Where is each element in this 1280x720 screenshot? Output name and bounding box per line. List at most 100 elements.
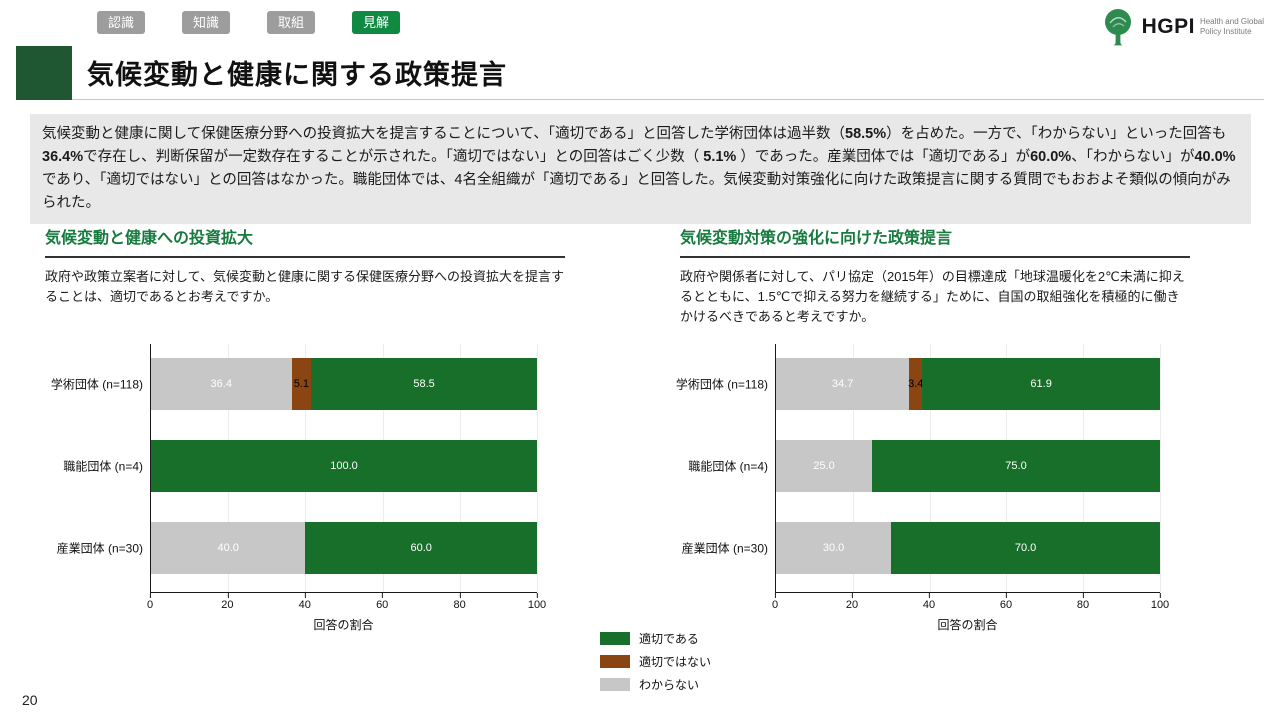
bar-segment-適切ではない: 5.1	[291, 358, 312, 410]
category-label: 職能団体 (n=4)	[63, 459, 143, 474]
bar-segment-適切である: 60.0	[305, 522, 537, 574]
page-number: 20	[22, 692, 38, 708]
bar-segment-わからない: 40.0	[151, 522, 306, 574]
summary-text: 、「わからない」が	[1071, 148, 1195, 165]
policy-bar-chart: 学術団体 (n=118) 34.7 3.4 61.9 職能団体 (n=4) 25.0 75.…	[676, 344, 1190, 633]
bar-segment-適切である: 61.9	[922, 358, 1160, 410]
x-tick-label: 80	[1076, 593, 1090, 611]
summary-box: 気候変動と健康に関して保健医療分野への投資拡大を提言することについて、「適切であ…	[30, 114, 1251, 224]
chart-row: 学術団体 (n=118) 36.4 5.1 58.5	[51, 358, 537, 410]
bar-segment-適切である: 70.0	[891, 522, 1160, 574]
summary-text: 40.0%	[1194, 148, 1236, 165]
bar-value-label: 61.9	[1030, 378, 1052, 390]
bar-value-label: 34.7	[831, 378, 854, 390]
category-label: 職能団体 (n=4)	[688, 459, 768, 474]
summary-text: 36.4%	[42, 148, 84, 165]
tab-bar: 認識 知識 取組 見解	[97, 11, 400, 34]
summary-text: ）であった。産業団体では「適切である」が	[736, 148, 1031, 165]
chart-title: 気候変動対策の強化に向けた政策提言	[680, 224, 1190, 258]
x-tick-label: 60	[999, 593, 1013, 611]
x-axis-ticks: 0 20 40 60 80 100	[146, 593, 546, 613]
plot-area: 学術団体 (n=118) 36.4 5.1 58.5 職能団体 (n=4) 100.0 産業…	[51, 344, 538, 593]
x-tick-label: 80	[453, 593, 466, 611]
bar-segment-わからない: 36.4	[151, 358, 292, 410]
chart-description: 政府や関係者に対して、パリ協定（2015年）の目標達成「地球温暖化を2℃未満に抑…	[680, 269, 1185, 325]
bar-value-label: 30.0	[822, 542, 845, 554]
bar-value-label: 5.1	[293, 378, 309, 390]
x-axis-ticks: 0 20 40 60 80 100	[771, 593, 1169, 613]
chart-row: 学術団体 (n=118) 34.7 3.4 61.9	[676, 358, 1160, 410]
x-axis-label: 回答の割合	[313, 618, 374, 632]
x-tick-label: 60	[376, 593, 389, 611]
tab-views[interactable]: 見解	[352, 11, 400, 34]
legend-label: 適切ではない	[639, 655, 712, 669]
x-tick-label: 40	[922, 593, 936, 611]
chart-row: 職能団体 (n=4) 25.0 75.0	[688, 440, 1160, 492]
bar-segment-適切である: 58.5	[311, 358, 537, 410]
x-tick-label: 100	[527, 593, 547, 611]
title-bar: 気候変動と健康に関する政策提言	[16, 45, 1264, 100]
summary-text: 58.5%	[845, 126, 887, 142]
bar-segment-適切である: 75.0	[872, 440, 1160, 492]
chart-title: 気候変動と健康への投資拡大	[45, 224, 565, 258]
x-tick-label: 40	[298, 593, 311, 611]
chart-row: 職能団体 (n=4) 100.0	[63, 440, 537, 492]
chart-row: 産業団体 (n=30) 30.0 70.0	[682, 522, 1160, 574]
gridline	[1160, 344, 1161, 592]
bar-value-label: 58.5	[413, 378, 435, 390]
x-tick-label: 100	[1150, 593, 1170, 611]
legend-item: 適切である	[600, 630, 711, 647]
x-tick-label: 20	[845, 593, 859, 611]
legend-item: わからない	[600, 676, 711, 693]
logo-subtitle: Health and Global Policy Institute	[1199, 17, 1264, 36]
category-label: 産業団体 (n=30)	[681, 541, 768, 556]
investment-chart-panel: 気候変動と健康への投資拡大 政府や政策立案者に対して、気候変動と健康に関する保健…	[45, 224, 565, 633]
category-label: 学術団体 (n=118)	[675, 377, 768, 392]
legend-item: 適切ではない	[600, 653, 711, 670]
bar-segment-適切ではない: 3.4	[908, 358, 924, 410]
title-accent-block	[16, 45, 72, 100]
bar-segment-わからない: 34.7	[776, 358, 910, 410]
chart-legend: 適切である適切ではない わからない	[600, 630, 711, 693]
summary-text: 5.1%	[703, 148, 737, 165]
bar-segment-わからない: 30.0	[776, 522, 892, 574]
chart-description: 政府や政策立案者に対して、気候変動と健康に関する保健医療分野への投資拡大を提言す…	[45, 269, 564, 305]
x-tick-label: 0	[146, 593, 154, 611]
legend-swatch	[600, 678, 630, 691]
x-tick-label: 20	[221, 593, 234, 611]
summary-text: 60.0%	[1030, 148, 1072, 165]
tab-knowledge[interactable]: 知識	[182, 11, 230, 34]
legend-label: 適切である	[639, 632, 699, 646]
plot-area: 学術団体 (n=118) 34.7 3.4 61.9 職能団体 (n=4) 25.0 75.…	[676, 344, 1161, 593]
summary-text: 気候変動と健康に関して保健医療分野への投資拡大を提言することについて、「適切であ…	[42, 126, 846, 142]
legend-label: わからない	[639, 678, 700, 692]
legend-swatch	[600, 632, 630, 645]
x-axis-label: 回答の割合	[937, 618, 998, 632]
bar-value-label: 60.0	[410, 542, 432, 554]
legend-swatch	[600, 655, 630, 668]
investment-bar-chart: 学術団体 (n=118) 36.4 5.1 58.5 職能団体 (n=4) 100.0 産業…	[45, 344, 565, 633]
x-tick-label: 0	[771, 593, 779, 611]
bar-value-label: 70.0	[1014, 542, 1037, 554]
bar-value-label: 36.4	[210, 378, 232, 390]
logo: HGPI Health and Global Policy Institute	[1101, 8, 1264, 46]
bar-value-label: 100.0	[330, 460, 358, 472]
category-label: 学術団体 (n=118)	[50, 377, 143, 392]
tab-recognition[interactable]: 認識	[97, 11, 145, 34]
bar-value-label: 3.4	[908, 378, 924, 390]
bar-segment-適切である: 100.0	[151, 440, 537, 492]
summary-text: であり、「適切ではない」との回答はなかった。職能団体では、4名全組織が「適切であ…	[42, 171, 1231, 211]
policy-chart-panel: 気候変動対策の強化に向けた政策提言 政府や関係者に対して、パリ協定（2015年）…	[676, 224, 1190, 633]
gridline	[537, 344, 538, 592]
category-label: 産業団体 (n=30)	[56, 541, 143, 556]
page-title: 気候変動と健康に関する政策提言	[87, 60, 507, 90]
bar-segment-わからない: 25.0	[776, 440, 872, 492]
summary-text: で存在し、判断保留が一定数存在することが示された。「適切ではない」との回答はごく…	[83, 148, 704, 165]
chart-row: 産業団体 (n=30) 40.0 60.0	[57, 522, 537, 574]
tab-initiatives[interactable]: 取組	[267, 11, 315, 34]
bar-value-label: 25.0	[813, 460, 835, 472]
bar-value-label: 40.0	[217, 542, 239, 554]
hgpi-tree-icon	[1104, 9, 1131, 46]
bar-value-label: 75.0	[1005, 460, 1027, 472]
